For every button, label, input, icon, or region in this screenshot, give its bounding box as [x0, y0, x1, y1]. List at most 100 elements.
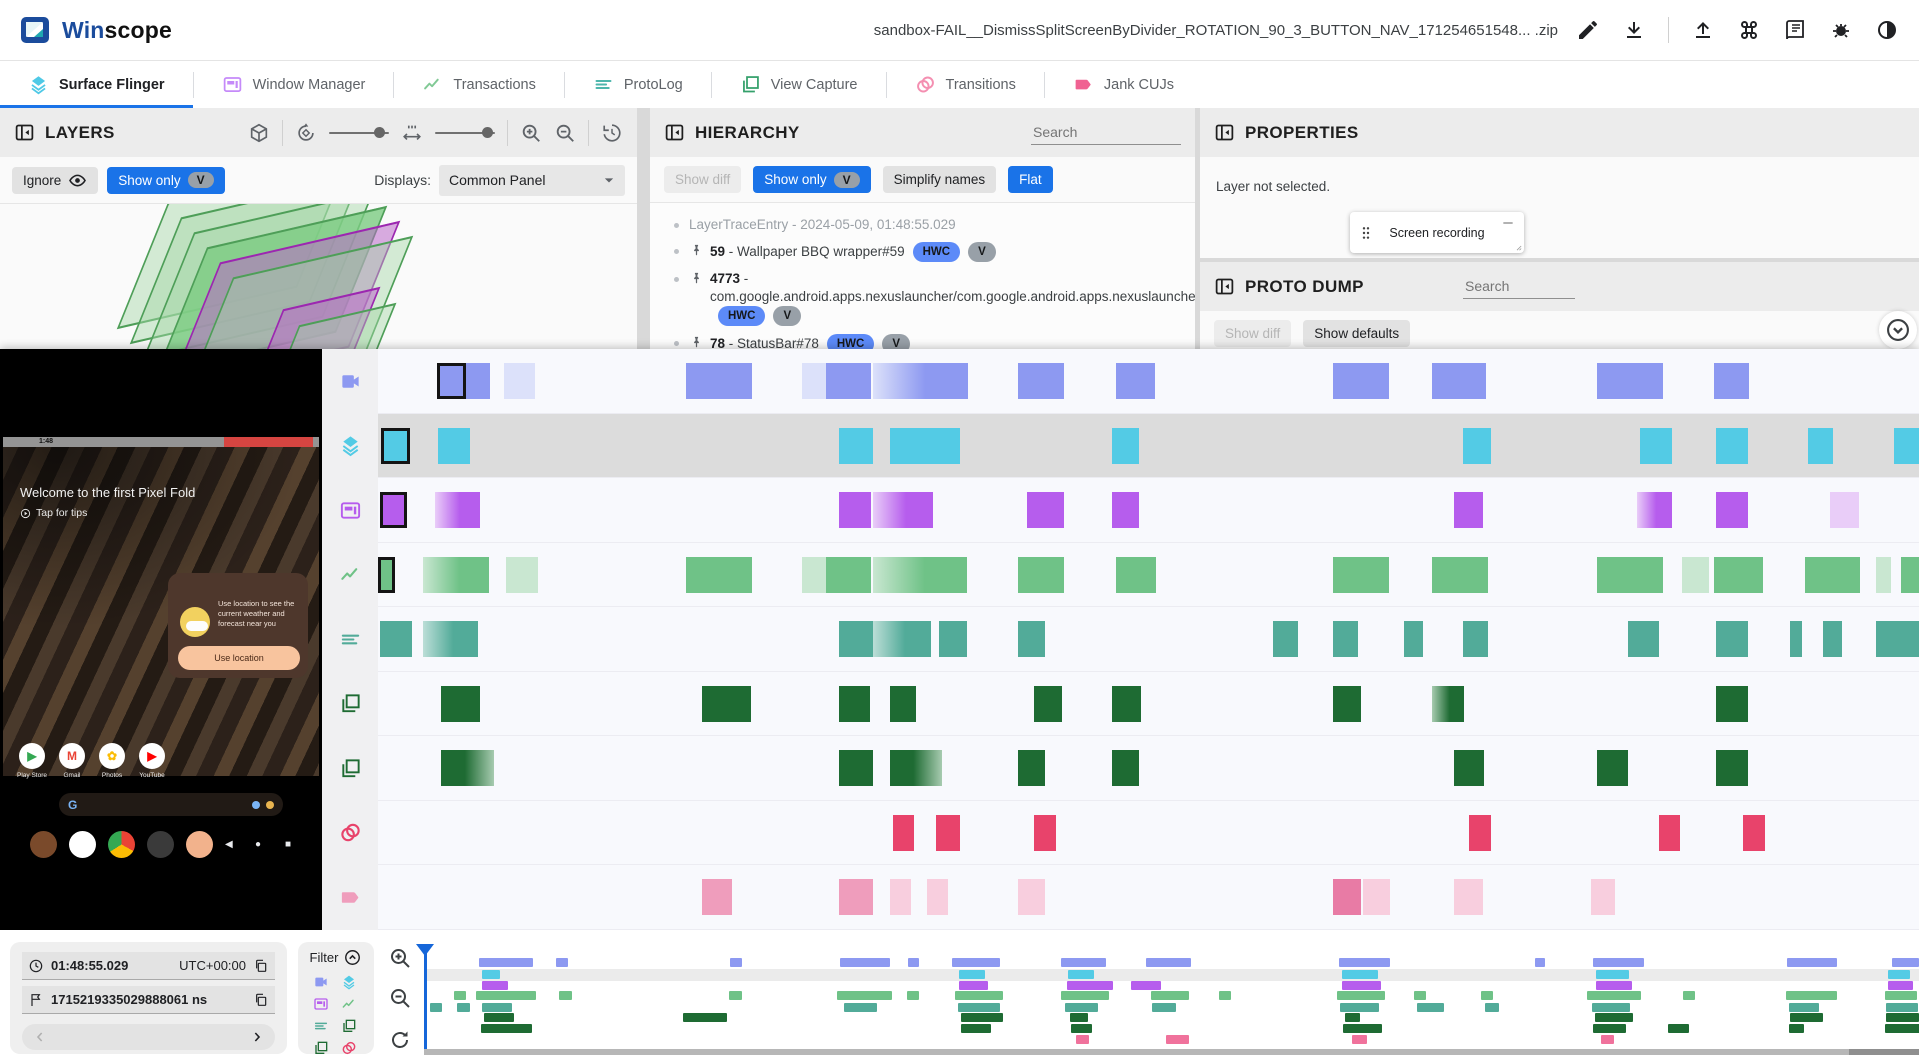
trace-block-window-manager[interactable]	[1111, 492, 1140, 528]
filter-viewcapture-icon[interactable]	[341, 1018, 357, 1034]
simplify-names-button[interactable]: Simplify names	[882, 166, 997, 193]
tree-node[interactable]: LayerTraceEntry - 2024-05-09, 01:48:55.0…	[660, 212, 1185, 238]
trace-block-protolog[interactable]	[838, 621, 873, 657]
trace-block-jank-cujs[interactable]	[1362, 879, 1391, 915]
tab-transactions[interactable]: Transactions	[394, 61, 563, 108]
minimap-reset-zoom-button[interactable]	[388, 1028, 412, 1052]
use-location-button[interactable]: Use location	[178, 646, 300, 670]
trace-block-transitions[interactable]	[1034, 814, 1057, 851]
trace-block-window-manager[interactable]	[1453, 492, 1483, 528]
trace-block-window-manager[interactable]	[1636, 492, 1673, 528]
trace-block-view-capture-1[interactable]	[838, 685, 870, 722]
trace-block-protolog[interactable]	[1273, 621, 1298, 657]
rotation-icon[interactable]	[295, 122, 317, 144]
tab-protolog[interactable]: ProtoLog	[565, 61, 711, 108]
minimap-scrollbar[interactable]	[424, 1049, 1919, 1055]
trace-block-screen-recording[interactable]	[872, 363, 969, 399]
trace-block-screen-recording[interactable]	[1017, 363, 1064, 399]
trace-block-screen-recording[interactable]	[436, 363, 466, 399]
trace-block-view-capture-1[interactable]	[1034, 685, 1063, 722]
filter-surfaceflinger-icon[interactable]	[341, 974, 357, 990]
google-search-bar[interactable]: G	[59, 793, 283, 816]
trace-block-protolog[interactable]	[1789, 621, 1802, 657]
trace-block-screen-recording[interactable]	[1714, 363, 1750, 399]
copy-timestamp-button[interactable]	[253, 992, 269, 1008]
trace-block-window-manager[interactable]	[838, 492, 872, 528]
trace-block-protolog[interactable]	[1627, 621, 1659, 657]
trace-block-transactions[interactable]	[1900, 556, 1919, 593]
trace-block-protolog[interactable]	[1715, 621, 1748, 657]
trace-block-surface-flinger[interactable]	[1462, 427, 1491, 464]
trace-block-jank-cujs[interactable]	[889, 879, 912, 915]
trace-block-view-capture-2[interactable]	[889, 750, 942, 786]
trace-block-screen-recording[interactable]	[465, 363, 491, 399]
trace-block-surface-flinger[interactable]	[1111, 427, 1140, 464]
trace-block-protolog[interactable]	[1333, 621, 1359, 657]
minimap-cursor-handle[interactable]	[416, 944, 434, 956]
collapse-panel-icon[interactable]	[14, 122, 35, 143]
shortcuts-button[interactable]	[1737, 18, 1761, 42]
spacing-slider[interactable]	[435, 126, 495, 138]
timeline-row-surface-flinger[interactable]	[378, 413, 1919, 478]
trace-block-view-capture-2[interactable]	[441, 750, 494, 786]
trace-block-surface-flinger[interactable]	[1808, 427, 1833, 464]
resize-handle-icon[interactable]	[1512, 241, 1522, 251]
dark-mode-button[interactable]	[1875, 18, 1899, 42]
show-only-button[interactable]: Show only V	[107, 166, 225, 194]
trace-block-view-capture-1[interactable]	[441, 685, 480, 722]
trace-block-jank-cujs[interactable]	[1017, 879, 1046, 915]
zoom-in-icon[interactable]	[520, 122, 542, 144]
collapse-panel-icon[interactable]	[664, 122, 685, 143]
trace-block-screen-recording[interactable]	[826, 363, 872, 399]
trace-block-transactions[interactable]	[801, 556, 828, 593]
trace-block-transactions[interactable]	[1681, 556, 1710, 593]
zoom-out-icon[interactable]	[554, 122, 576, 144]
trace-block-surface-flinger[interactable]	[1640, 427, 1673, 464]
trace-block-view-capture-1[interactable]	[1111, 685, 1141, 722]
tab-surface-flinger[interactable]: Surface Flinger	[0, 61, 193, 108]
trace-block-protolog[interactable]	[1823, 621, 1842, 657]
trace-block-transactions[interactable]	[1804, 556, 1861, 593]
trace-block-protolog[interactable]	[1875, 621, 1919, 657]
filter-windowmanager-icon[interactable]	[313, 996, 329, 1012]
trace-block-jank-cujs[interactable]	[701, 879, 733, 915]
screen-recording-card[interactable]: Screen recording	[1350, 212, 1524, 253]
trace-block-transactions[interactable]	[1875, 556, 1892, 593]
trace-block-transitions[interactable]	[892, 814, 915, 851]
tab-transitions[interactable]: Transitions	[887, 61, 1044, 108]
trace-block-view-capture-2[interactable]	[838, 750, 873, 786]
trace-block-screen-recording[interactable]	[1596, 363, 1664, 399]
copy-time-button[interactable]	[253, 958, 269, 974]
timeline-row-transactions[interactable]	[378, 543, 1919, 607]
next-frame-icon[interactable]	[249, 1029, 265, 1045]
pin-icon[interactable]	[689, 271, 704, 286]
trace-block-surface-flinger[interactable]	[438, 427, 471, 464]
trace-block-protolog[interactable]	[938, 621, 967, 657]
minimap-zoom-out-button[interactable]	[388, 986, 412, 1010]
minimap-cursor[interactable]	[416, 944, 434, 1049]
hierarchy-search-input[interactable]	[1031, 120, 1181, 145]
ignore-button[interactable]: Ignore	[12, 166, 99, 194]
trace-block-transactions[interactable]	[1333, 556, 1389, 593]
timeline-row-jank-cujs[interactable]	[378, 865, 1919, 930]
trace-block-transactions[interactable]	[378, 556, 395, 593]
trace-block-window-manager[interactable]	[1829, 492, 1859, 528]
app-shortcut[interactable]: ▶ Play Store	[13, 743, 51, 779]
trace-block-view-capture-1[interactable]	[1715, 685, 1748, 722]
app-shortcut[interactable]: ▶ YouTube	[133, 743, 171, 779]
trace-block-jank-cujs[interactable]	[1333, 879, 1362, 915]
trace-block-view-capture-2[interactable]	[1715, 750, 1748, 786]
timeline-row-screen-recording[interactable]	[378, 349, 1919, 414]
minimap-scrollbar-thumb[interactable]	[1849, 1049, 1919, 1055]
previous-frame-icon[interactable]	[32, 1029, 48, 1045]
trace-block-jank-cujs[interactable]	[838, 879, 873, 915]
filter-protolog-icon[interactable]	[313, 1018, 329, 1034]
tab-window-manager[interactable]: Window Manager	[194, 61, 394, 108]
collapse-panel-icon[interactable]	[1214, 122, 1235, 143]
trace-block-transactions[interactable]	[422, 556, 489, 593]
trace-block-view-capture-1[interactable]	[701, 685, 751, 722]
trace-block-screen-recording[interactable]	[801, 363, 827, 399]
filter-transactions-icon[interactable]	[341, 996, 357, 1012]
trace-block-transactions[interactable]	[1116, 556, 1157, 593]
trace-block-transitions[interactable]	[1658, 814, 1681, 851]
